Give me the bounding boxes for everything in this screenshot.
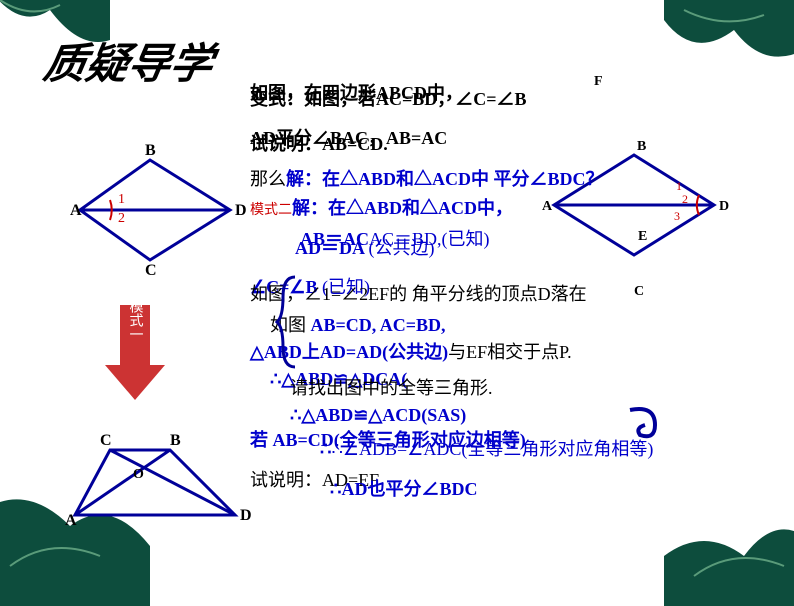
vertex-b2: B <box>170 432 181 449</box>
l3a: 那么 <box>250 169 286 189</box>
angle-2: 2 <box>118 211 125 226</box>
l13b: ∴AD也平分∠BDC <box>330 479 477 499</box>
diagram-quad-2: A B C D O <box>60 420 260 540</box>
vertex-o2: O <box>133 467 144 482</box>
l4a: 模式二 <box>250 203 292 218</box>
l8b: AB=CD, AC=BD, <box>311 315 446 335</box>
l3b: 解：在△ABD和△ACD中 平分∠BDC？ <box>286 169 604 189</box>
l11a: ∴△ABD≌△ACD(SAS) <box>290 405 466 425</box>
l10b: 请找出图中的全等三角形. <box>290 378 493 398</box>
vertex-c2: C <box>100 432 112 449</box>
arrow-label: 模式一 <box>128 300 144 341</box>
l6a: AD＝DA <box>295 238 364 258</box>
curly-mark-icon <box>620 400 670 450</box>
l4b: 解：在△ABD和△ACD中， <box>292 198 513 218</box>
vertex-c: C <box>145 262 157 279</box>
diagram-rhombus-1: A B D C 1 2 <box>60 140 260 280</box>
vertex-a: A <box>70 202 82 219</box>
l12b: ∴∠ADB=∠ADC(全等三角形对应角相等) <box>331 439 653 459</box>
vertex-b: B <box>145 142 156 159</box>
slide-title: 质疑导学 <box>40 30 219 91</box>
l9b: 与EF相交于点P. <box>448 342 572 362</box>
l1b: 变式：如图，若AC=BD，∠C=∠B <box>250 89 527 109</box>
vertex-d2: D <box>240 507 252 524</box>
brace-icon <box>275 272 305 372</box>
l2b: 试说明：AB=CD. <box>250 134 388 154</box>
angle-1: 1 <box>118 192 125 207</box>
vertex-a2: A <box>65 512 77 529</box>
l6b: (公共边) <box>369 238 435 258</box>
arrow-mode1: 模式一 <box>100 300 170 410</box>
vertex-d: D <box>235 202 247 219</box>
